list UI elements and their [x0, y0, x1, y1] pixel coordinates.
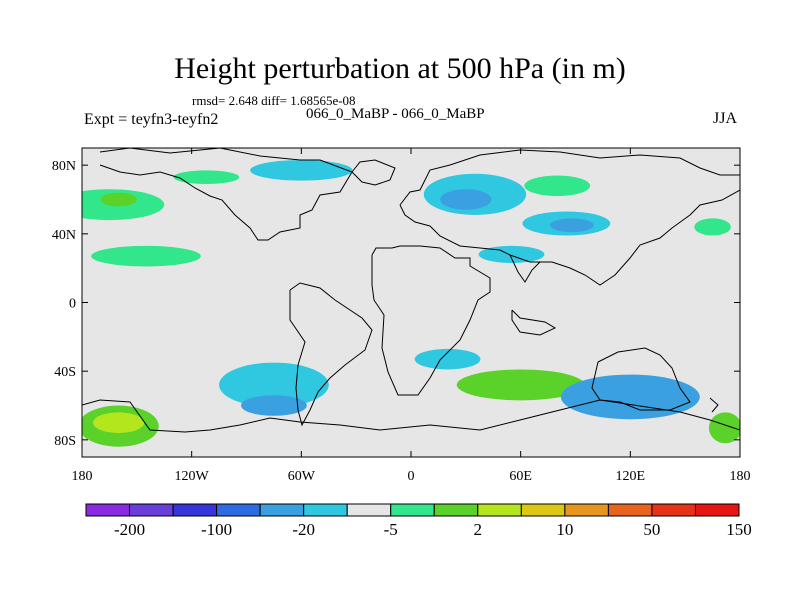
region-east-asia-negative [478, 245, 545, 264]
y-tick-label: 40N [52, 228, 76, 243]
colorbar-box [520, 503, 566, 517]
colorbar-box [85, 503, 131, 517]
coastlines [82, 148, 740, 433]
colorbar-box [651, 503, 696, 517]
region-north-atlantic-core [100, 192, 137, 207]
region-canada-negative [250, 160, 353, 181]
colorbar-box [303, 503, 348, 517]
region-north-pacific-negative-core [549, 218, 594, 233]
india-coastline [509, 254, 541, 283]
region-antarctic-positive-east [708, 412, 740, 444]
region-greenland-positive [173, 170, 240, 185]
y-tick-label: 80N [52, 159, 76, 174]
colorbar-label: -20 [292, 520, 315, 539]
x-tick-label: 120W [175, 469, 210, 484]
region-alaska-positive [524, 175, 591, 197]
region-pacific-positive-east [694, 218, 731, 236]
colorbar-label: 50 [643, 520, 660, 539]
colorbar-box [129, 503, 174, 517]
colorbar-label: -100 [201, 520, 232, 539]
season-label: JJA [713, 110, 738, 127]
colorbar-box [172, 503, 218, 517]
colorbar-label: 2 [474, 520, 483, 539]
experiment-label: Expt = teyfn3-teyfn2 [84, 111, 219, 128]
colorbar-box [694, 503, 740, 517]
region-north-pacific-band [91, 245, 201, 267]
x-tick-label: 0 [408, 469, 415, 484]
region-south-indian-positive [456, 369, 585, 401]
north-america-coastline [99, 148, 353, 241]
subtitle-label: 066_0_MaBP - 066_0_MaBP [306, 106, 485, 122]
eurasia-coastline [399, 149, 740, 286]
axis-ticks: 180 120W 60W 0 60E 120E 180 80N 40N 0 40S 80S [52, 148, 751, 484]
x-tick-label: 180 [72, 469, 93, 484]
y-tick-label: 0 [69, 297, 76, 312]
region-south-pacific-negative [560, 374, 700, 420]
maritime-continent-coastline [511, 309, 557, 336]
colorbar-box [433, 503, 479, 517]
africa-coastline [371, 245, 491, 396]
x-tick-label: 60E [509, 469, 532, 484]
colorbar-box [259, 503, 305, 517]
anomaly-field [82, 160, 740, 447]
x-tick-label: 60W [288, 469, 316, 484]
region-south-america-negative-core [241, 395, 307, 416]
colorbar-box [216, 503, 261, 517]
colorbar-box [390, 503, 435, 517]
region-south-america-negative [219, 362, 329, 408]
greenland-coastline [351, 159, 396, 186]
chart-title: Height perturbation at 500 hPa (in m) [174, 52, 626, 85]
new-zealand-coastline [709, 397, 719, 413]
colorbar-label: -200 [114, 520, 145, 539]
colorbar: -200 -100 -20 -5 2 10 50 150 [85, 503, 752, 539]
colorbar-box [564, 503, 609, 517]
x-tick-label: 120E [616, 469, 646, 484]
colorbar-label: 10 [556, 520, 573, 539]
colorbar-box [607, 503, 653, 517]
antarctica-coastline [82, 399, 740, 433]
colorbar-box [477, 503, 522, 517]
region-southern-ocean-positive-core [92, 412, 145, 433]
region-south-atlantic-negative [414, 348, 481, 370]
colorbar-label: 150 [726, 520, 752, 539]
x-tick-label: 180 [730, 469, 751, 484]
y-tick-label: 40S [54, 365, 76, 380]
region-siberia-negative-core [440, 189, 492, 210]
colorbar-label: -5 [384, 520, 398, 539]
stats-label: rmsd= 2.648 diff= 1.68565e-08 [192, 93, 356, 108]
south-america-coastline [289, 282, 373, 427]
colorbar-box [346, 503, 392, 517]
y-tick-label: 80S [54, 434, 76, 449]
